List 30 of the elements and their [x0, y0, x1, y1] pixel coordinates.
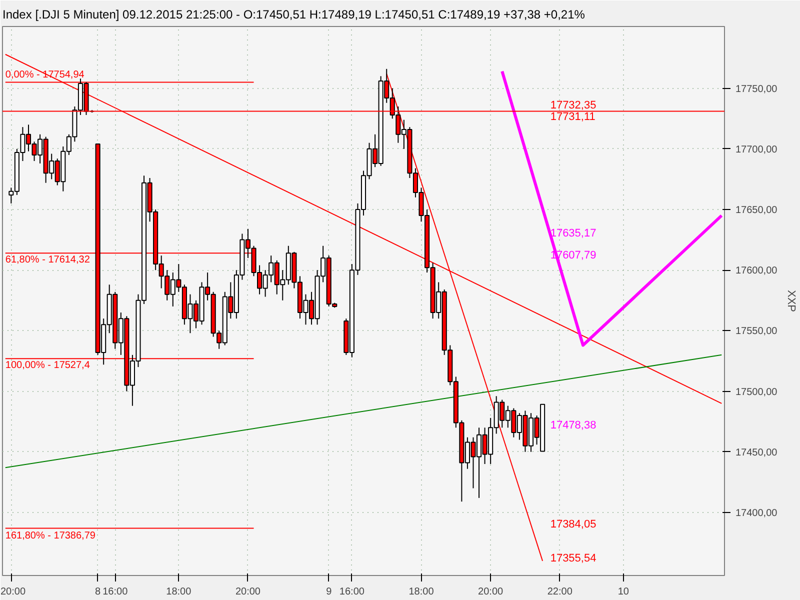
x-tick-label: 10	[618, 586, 630, 598]
x-tick-label: 20:00	[0, 586, 26, 598]
x-tick-label: 20:00	[235, 586, 261, 598]
y-tick-label: 17400,00	[736, 508, 778, 519]
x-tick-label: 20:00	[478, 586, 504, 598]
y-tick-label: 17700,00	[736, 144, 778, 156]
annotation: 100,00% - 17527,4	[5, 360, 90, 372]
x-tick-label: 18:00	[408, 586, 434, 598]
y-tick-label: 17550,00	[736, 326, 778, 338]
x-tick-label: 9	[326, 586, 332, 598]
y-tick-label: 17450,00	[736, 447, 778, 458]
annotation: 17384,05	[550, 518, 596, 530]
annotation: 17478,38	[550, 420, 596, 432]
x-tick-label: 16:00	[339, 586, 365, 598]
annotation: 17731,11	[550, 111, 596, 124]
y-tick-label: 17650,00	[736, 205, 778, 216]
annotation: 17732,35	[550, 100, 596, 112]
chart-title: Index [.DJI 5 Minuten] 09.12.2015 21:25:00 - O:17450,51 H:17489,19 L:17450,51 C:17489,19 +37,38 +0,21%	[2, 8, 586, 22]
x-tick-label: 8	[95, 586, 102, 598]
x-tick-label: 22:00	[547, 586, 573, 598]
y-tick-label: 17600,00	[736, 266, 778, 277]
x-tick-label: 18:00	[166, 586, 192, 598]
annotation: 161,80% - 17386,79	[5, 530, 96, 542]
x-tick-label: 16:00	[102, 586, 128, 598]
y-tick-label: 17500,00	[736, 386, 778, 398]
y-tick-label: 17750,00	[736, 84, 778, 95]
annotation: 61,80% - 17614,32	[5, 254, 90, 266]
annotation: 17635,17	[550, 227, 596, 240]
y-axis-title: XXP	[785, 290, 798, 312]
annotation: 17355,54	[550, 552, 596, 564]
